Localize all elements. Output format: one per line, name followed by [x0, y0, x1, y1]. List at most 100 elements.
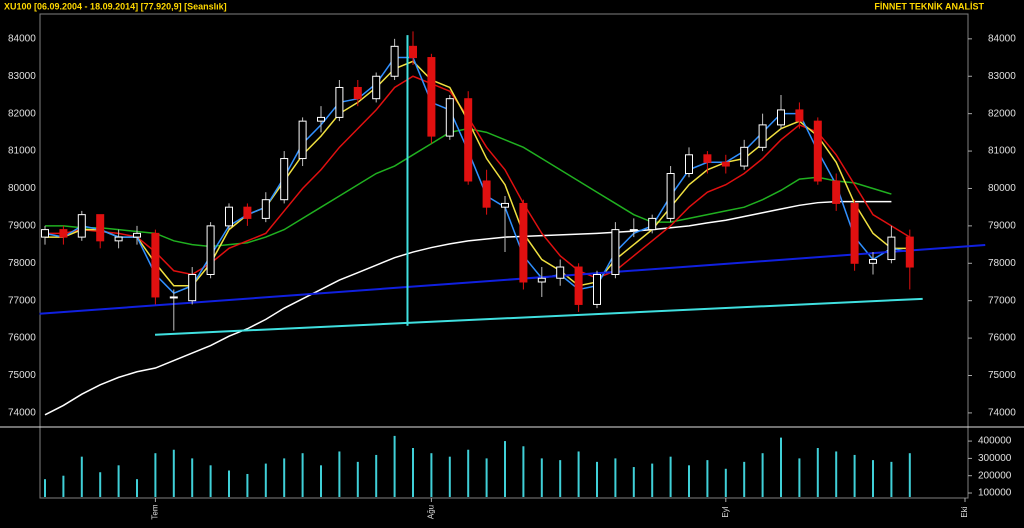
- volume-bar: [908, 453, 911, 497]
- volume-bar: [632, 467, 635, 497]
- volume-bar: [301, 453, 304, 497]
- moving-average: [44, 200, 892, 416]
- moving-average: [44, 56, 910, 295]
- x-tick-label: Eki: [960, 506, 969, 517]
- volume-bar: [412, 448, 414, 497]
- y-tick-label: 79000: [8, 221, 36, 232]
- volume-bar: [724, 468, 727, 497]
- y-tick-label-right: 76000: [988, 333, 1016, 344]
- volume-bar: [467, 449, 470, 497]
- volume-bar: [761, 453, 764, 497]
- volume-bar: [191, 458, 194, 497]
- y-tick-label: 80000: [8, 183, 36, 194]
- volume-bar: [117, 465, 120, 497]
- y-tick-label-right: 79000: [988, 221, 1016, 232]
- x-tick-label: Ağu: [427, 505, 436, 519]
- volume-bar: [172, 449, 175, 497]
- candle-body: [59, 229, 68, 238]
- y-tick-label: 82000: [8, 108, 36, 119]
- x-tick-label: Tem: [151, 504, 160, 519]
- candle-body: [114, 236, 123, 242]
- volume-bar: [44, 479, 46, 497]
- candle-body: [464, 98, 473, 182]
- y-tick-label: 84000: [8, 33, 36, 44]
- volume-bar: [393, 435, 396, 497]
- volume-bar: [522, 446, 525, 497]
- y2-tick-label: 100000: [978, 488, 1012, 499]
- plot-frame: [39, 13, 969, 499]
- candle-body: [556, 266, 565, 279]
- volume-bar: [540, 458, 543, 497]
- y-tick-label: 83000: [8, 71, 36, 82]
- y-tick-label-right: 74000: [988, 408, 1016, 419]
- candle-body: [96, 214, 105, 242]
- header-left: XU100 [06.09.2004 - 18.09.2014] [77.920,…: [4, 1, 227, 11]
- candle-body: [537, 277, 546, 283]
- candle-body: [611, 229, 620, 276]
- volume-bar: [577, 451, 580, 497]
- candle-body: [501, 202, 509, 208]
- y-tick-label-right: 78000: [988, 258, 1016, 269]
- y-tick-label: 75000: [8, 370, 36, 381]
- x-tick-label: Eyl: [721, 506, 730, 517]
- candle-body: [777, 109, 785, 126]
- candle-body: [335, 86, 344, 118]
- volume-bar: [136, 479, 138, 497]
- candle-body: [758, 124, 767, 148]
- candle-body: [390, 45, 399, 77]
- candle-body: [905, 236, 914, 268]
- volume-bar: [614, 458, 617, 497]
- candle-body: [813, 120, 822, 182]
- volume-bar: [651, 463, 654, 497]
- candle-body: [685, 154, 693, 175]
- volume-bar: [798, 458, 801, 497]
- volume-bar: [504, 441, 506, 497]
- candle-body: [133, 232, 141, 238]
- candle-body: [721, 161, 730, 167]
- candle-body: [629, 229, 638, 232]
- y-tick-label: 76000: [8, 333, 36, 344]
- trend-line: [154, 297, 923, 336]
- candle-body: [482, 180, 491, 208]
- volume-bar: [872, 460, 874, 497]
- candle-body: [409, 45, 417, 59]
- candle-body: [427, 57, 436, 137]
- y-tick-label-right: 84000: [988, 33, 1016, 44]
- candle-body: [225, 206, 233, 227]
- candle-body: [574, 266, 583, 305]
- candle-body: [666, 173, 675, 219]
- candle-body: [850, 202, 859, 264]
- candle-body: [795, 109, 804, 122]
- y-tick-label-right: 82000: [988, 108, 1016, 119]
- volume-bar: [816, 448, 819, 497]
- y2-tick-label: 300000: [978, 453, 1012, 464]
- volume-bar: [62, 475, 65, 497]
- candle-body: [188, 274, 197, 302]
- volume-bar: [485, 458, 488, 497]
- volume-bar: [99, 472, 102, 497]
- trend-line: [39, 243, 986, 315]
- candle-body: [206, 225, 215, 276]
- volume-bar: [80, 456, 83, 497]
- y-tick-label-right: 83000: [988, 71, 1016, 82]
- candle-body: [593, 274, 601, 305]
- volume-bar: [559, 460, 562, 497]
- volume-bar: [264, 463, 267, 497]
- volume-bar: [448, 456, 451, 497]
- y-tick-label-right: 75000: [988, 370, 1016, 381]
- y-tick-label-right: 81000: [988, 146, 1016, 157]
- candle-body: [261, 199, 270, 219]
- candle-body: [519, 202, 528, 283]
- candle-body: [832, 180, 841, 204]
- volume-bar: [375, 454, 378, 497]
- volume-bar: [706, 460, 709, 497]
- candle-body: [648, 217, 657, 231]
- candle-body: [151, 232, 160, 298]
- candle-body: [169, 296, 178, 299]
- candle-body: [317, 116, 325, 122]
- y-tick-label: 78000: [8, 258, 36, 269]
- volume-bar: [338, 451, 341, 497]
- volume-bar: [890, 461, 893, 497]
- candle-body: [740, 146, 749, 167]
